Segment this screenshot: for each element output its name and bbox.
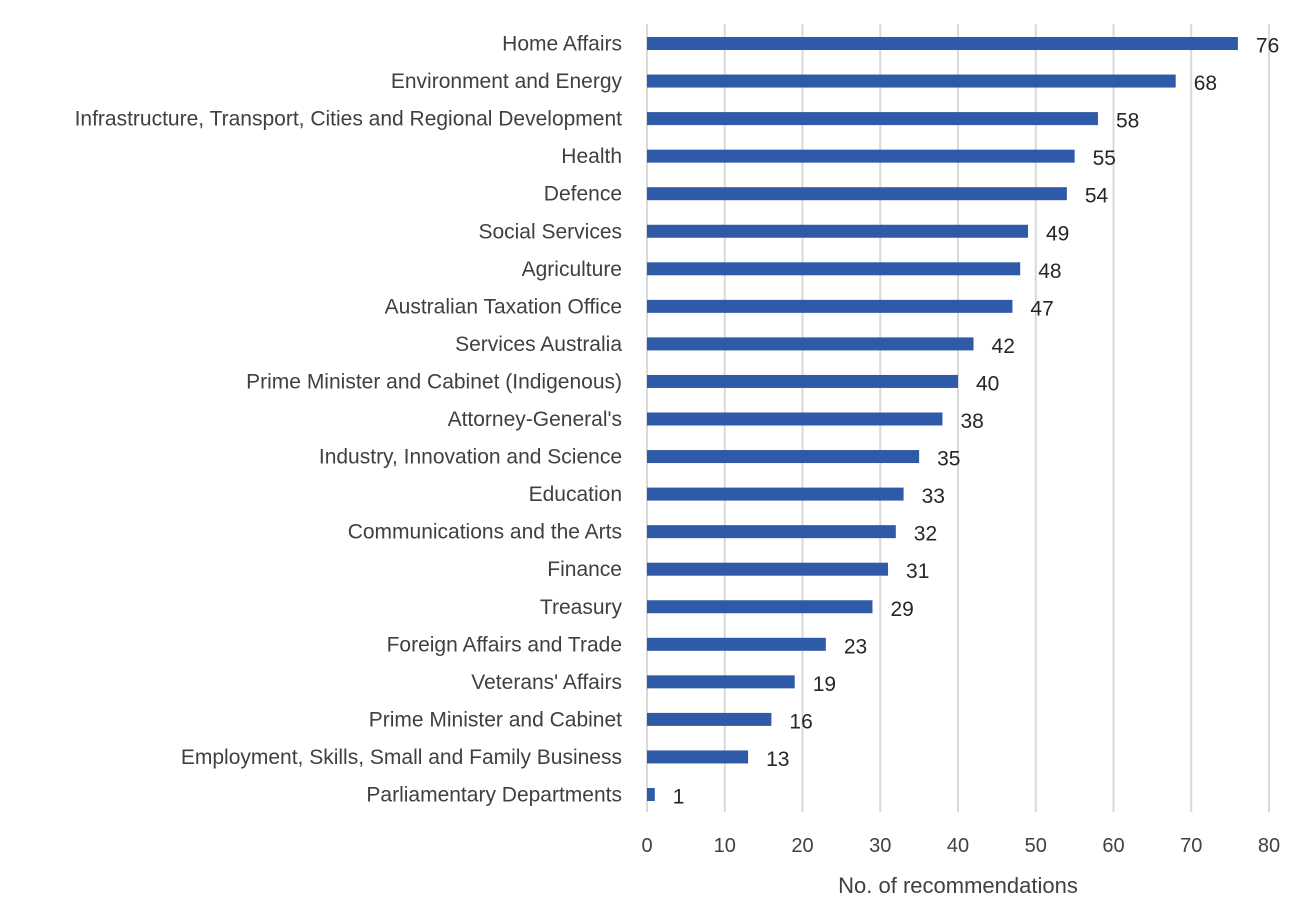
data-label: 31 [906, 560, 929, 583]
bar [647, 487, 904, 501]
data-label: 19 [813, 673, 836, 696]
category-label: Defence [544, 183, 622, 206]
category-label: Services Australia [455, 333, 622, 356]
x-tick-label: 30 [869, 835, 891, 857]
category-label: Attorney-General's [448, 408, 622, 431]
bar [647, 750, 749, 764]
bar [647, 187, 1067, 201]
bar [647, 675, 795, 689]
category-label: Industry, Innovation and Science [319, 446, 622, 469]
data-label: 76 [1256, 35, 1279, 58]
bar [647, 562, 889, 576]
x-tick-label: 50 [1025, 835, 1047, 857]
category-label: Foreign Affairs and Trade [387, 633, 622, 656]
data-label: 23 [844, 635, 867, 658]
category-label: Social Services [478, 220, 622, 243]
x-tick-label: 0 [641, 835, 652, 857]
bar [647, 262, 1021, 276]
data-label: 58 [1116, 110, 1139, 133]
bars [647, 37, 1238, 801]
bar [647, 600, 873, 614]
x-tick-label: 20 [791, 835, 813, 857]
data-label: 55 [1093, 147, 1116, 170]
bar [647, 149, 1075, 163]
category-label: Agriculture [522, 258, 622, 281]
x-tick-label: 10 [714, 835, 736, 857]
data-label: 40 [976, 372, 999, 395]
category-label: Australian Taxation Office [385, 295, 622, 318]
bar [647, 712, 772, 726]
category-label: Home Affairs [502, 33, 622, 56]
x-tick-label: 60 [1102, 835, 1124, 857]
bar [647, 450, 920, 464]
category-label: Treasury [540, 596, 623, 619]
bar [647, 412, 943, 426]
category-label: Education [529, 483, 622, 506]
x-axis-title: No. of recommendations [838, 873, 1078, 898]
category-label: Prime Minister and Cabinet (Indigenous) [246, 370, 622, 393]
bar [647, 74, 1176, 88]
x-axis-ticks: 0 10 20 30 40 50 60 70 80 [641, 835, 1280, 857]
bar [647, 112, 1098, 126]
data-label: 49 [1046, 222, 1069, 245]
data-label: 13 [766, 748, 789, 771]
data-label: 54 [1085, 185, 1109, 208]
data-label: 38 [960, 410, 983, 433]
x-tick-label: 40 [947, 835, 969, 857]
category-label: Prime Minister and Cabinet [369, 708, 622, 731]
bar [647, 788, 655, 801]
data-label: 47 [1030, 297, 1053, 320]
data-label: 29 [890, 598, 913, 621]
x-tick-label: 70 [1180, 835, 1202, 857]
bar [647, 374, 958, 388]
category-label: Communications and the Arts [348, 521, 622, 544]
category-label: Health [561, 145, 622, 168]
category-label: Environment and Energy [391, 70, 623, 93]
data-label: 68 [1194, 72, 1217, 95]
data-label: 16 [789, 710, 812, 733]
x-tick-label: 80 [1258, 835, 1280, 857]
bar [647, 337, 974, 351]
category-label: Infrastructure, Transport, Cities and Re… [75, 108, 623, 131]
data-label: 33 [922, 485, 945, 508]
bar [647, 525, 896, 539]
category-label: Employment, Skills, Small and Family Bus… [181, 746, 622, 769]
bar [647, 37, 1238, 50]
data-label: 42 [992, 335, 1015, 358]
data-label: 32 [914, 523, 937, 546]
bar [647, 224, 1028, 238]
data-label: 35 [937, 448, 960, 471]
data-label: 48 [1038, 260, 1061, 283]
category-label: Parliamentary Departments [366, 784, 622, 807]
category-label: Finance [547, 558, 622, 581]
bar [647, 637, 826, 651]
category-label: Veterans' Affairs [471, 671, 622, 694]
bar [647, 299, 1013, 313]
data-label: 1 [673, 786, 685, 809]
category-labels: Home Affairs Environment and Energy Infras… [75, 33, 623, 807]
